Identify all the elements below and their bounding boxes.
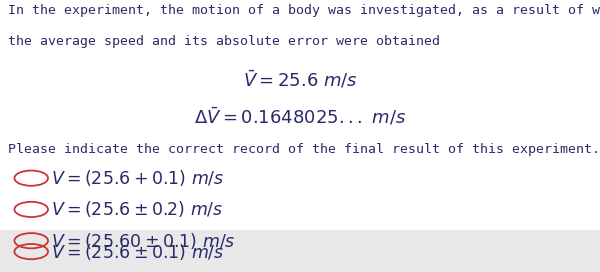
Text: $V=(25.6+0.1)\ m/s$: $V=(25.6+0.1)\ m/s$: [51, 168, 224, 188]
Text: Please indicate the correct record of the final result of this experiment.: Please indicate the correct record of th…: [8, 143, 600, 156]
Text: $V=(25.6\pm 0.1)\ m/s$: $V=(25.6\pm 0.1)\ m/s$: [51, 242, 224, 262]
Text: In the experiment, the motion of a body was investigated, as a result of which: In the experiment, the motion of a body …: [8, 4, 600, 17]
Text: the average speed and its absolute error were obtained: the average speed and its absolute error…: [8, 35, 440, 48]
Text: $\bar{V}=25.6\ m/s$: $\bar{V}=25.6\ m/s$: [242, 69, 358, 91]
FancyBboxPatch shape: [0, 230, 600, 272]
Text: $\Delta\bar{V}=0.1648025...\ m/s$: $\Delta\bar{V}=0.1648025...\ m/s$: [194, 106, 406, 128]
Text: $V=(25.6\pm 0.2)\ m/s$: $V=(25.6\pm 0.2)\ m/s$: [51, 199, 224, 220]
Text: $V=(25.60\pm 0.1)\ m/s$: $V=(25.60\pm 0.1)\ m/s$: [51, 231, 236, 251]
